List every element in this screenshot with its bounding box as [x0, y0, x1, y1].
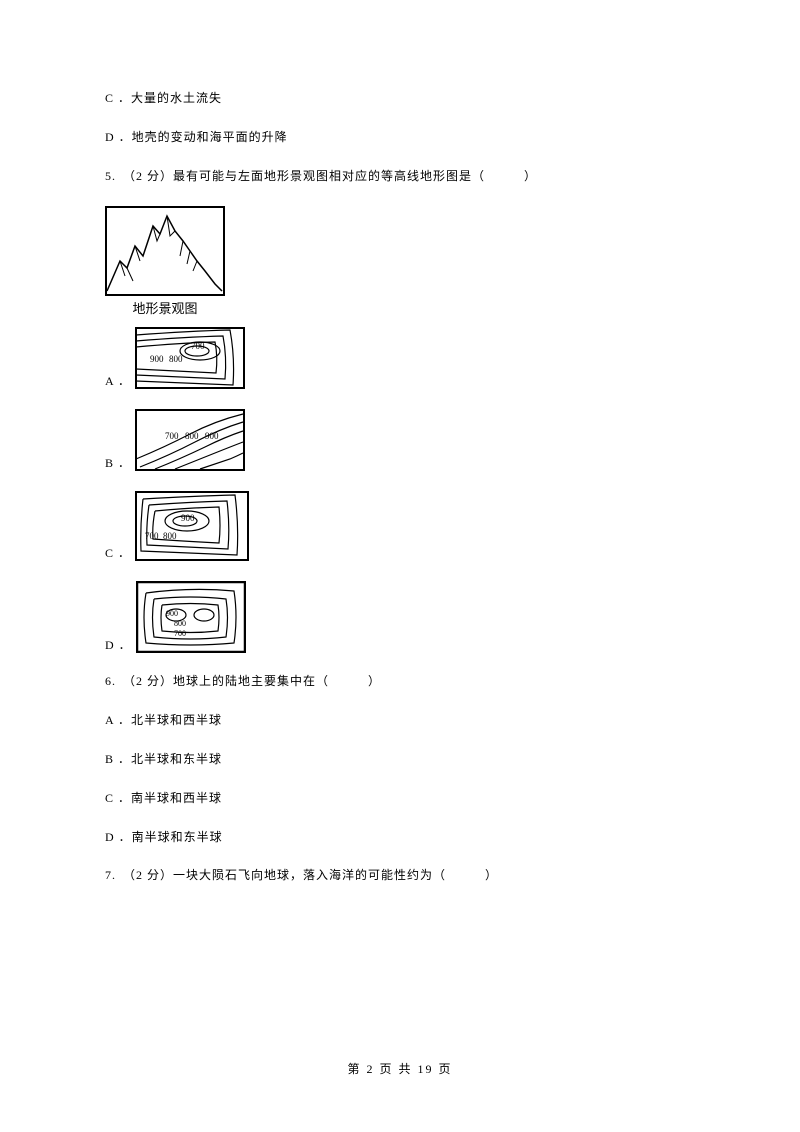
contour-label: 900 — [181, 513, 195, 523]
contour-label: 800 — [163, 531, 177, 541]
contour-label: 800 — [169, 354, 183, 364]
contour-label: 700 — [174, 629, 186, 638]
q4-option-d: D ．地壳的变动和海平面的升降 — [105, 129, 695, 146]
contour-label: 700 — [165, 431, 179, 441]
contour-map-c-icon: 700 800 900 — [135, 491, 249, 561]
q6-option-a: A ．北半球和西半球 — [105, 712, 695, 729]
option-label: A ． — [105, 372, 131, 389]
contour-label: 700 — [145, 531, 159, 541]
landscape-caption: 地形景观图 — [105, 298, 225, 317]
q4-option-c: C ．大量的水土流失 — [105, 90, 695, 107]
page-footer: 第 2 页 共 19 页 — [0, 1060, 800, 1077]
contour-map-a-icon: 900 800 700 — [135, 327, 245, 389]
contour-label: 900 — [166, 609, 178, 618]
option-label: D ． — [105, 636, 132, 653]
q6-option-b: B ．北半球和东半球 — [105, 751, 695, 768]
contour-label: 800 — [185, 431, 199, 441]
contour-map-b-icon: 700 800 900 — [135, 409, 245, 471]
landscape-figure: 地形景观图 — [105, 206, 225, 317]
q5-option-d: D ． 900 800 700 — [105, 581, 695, 653]
contour-label: 900 — [205, 431, 219, 441]
q5-option-b: B ． 700 800 900 — [105, 409, 695, 471]
contour-label: 900 — [150, 354, 164, 364]
q6-stem: 6. （2 分）地球上的陆地主要集中在（ ） — [105, 673, 695, 690]
q7-stem: 7. （2 分）一块大陨石飞向地球，落入海洋的可能性约为（ ） — [105, 867, 695, 884]
option-label: B ． — [105, 454, 131, 471]
q6-option-c: C ．南半球和西半球 — [105, 790, 695, 807]
q5-stem: 5. （2 分）最有可能与左面地形景观图相对应的等高线地形图是（ ） — [105, 168, 695, 185]
mountain-sketch-icon — [105, 206, 225, 296]
contour-label: 700 — [191, 341, 205, 351]
q5-option-a: A ． 900 800 700 — [105, 327, 695, 389]
contour-label: 800 — [174, 619, 186, 628]
option-label: C ． — [105, 544, 131, 561]
q6-option-d: D ．南半球和东半球 — [105, 829, 695, 846]
q5-option-c: C ． 700 800 900 — [105, 491, 695, 561]
contour-map-d-icon: 900 800 700 — [136, 581, 246, 653]
